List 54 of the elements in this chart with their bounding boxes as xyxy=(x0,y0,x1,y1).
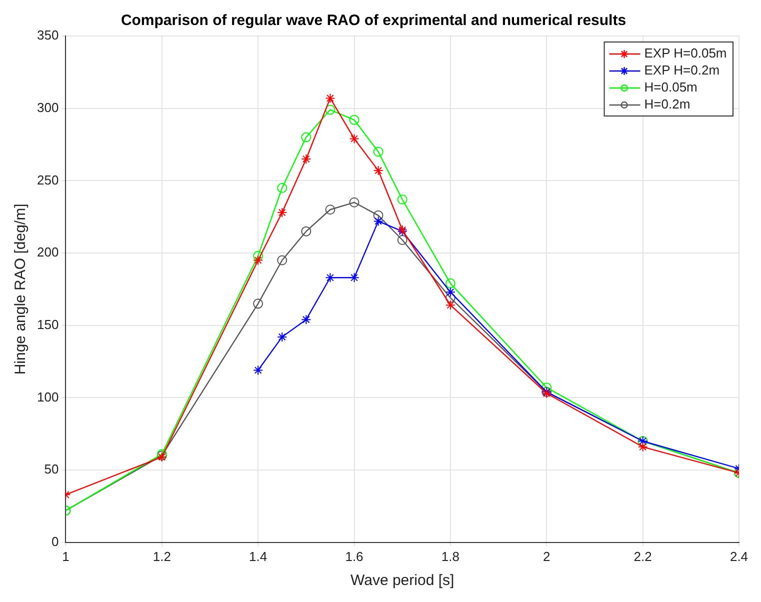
point xyxy=(253,255,264,266)
x-axis-title: Wave period [s] xyxy=(350,572,454,590)
point xyxy=(301,154,312,164)
point xyxy=(277,182,288,193)
legend-label: EXP H=0.05m xyxy=(644,46,727,61)
point xyxy=(397,194,408,204)
chart-title: Comparison of regular wave RAO of exprimental and numerical results xyxy=(120,12,626,30)
point xyxy=(373,166,384,176)
point xyxy=(445,300,456,310)
point xyxy=(277,255,288,266)
point xyxy=(325,104,336,115)
point xyxy=(325,93,336,104)
y-tick-label: 200 xyxy=(36,244,59,260)
point xyxy=(349,134,360,144)
legend-label: H=0.2m xyxy=(644,96,690,112)
point xyxy=(325,272,336,283)
point xyxy=(301,314,312,325)
y-tick-label: 250 xyxy=(36,172,59,188)
point xyxy=(277,332,288,342)
point xyxy=(301,226,312,236)
y-tick-label: 100 xyxy=(36,389,59,404)
y-tick-label: 50 xyxy=(44,462,59,477)
point xyxy=(253,298,264,309)
point xyxy=(253,250,264,261)
x-tick-label: 1.8 xyxy=(441,548,460,564)
point xyxy=(349,272,360,283)
point xyxy=(373,210,384,220)
x-tick-label: 2 xyxy=(543,548,550,564)
point xyxy=(253,365,264,376)
point xyxy=(301,132,312,142)
y-axis-title: Hinge angle RAO [deg/m] xyxy=(12,204,30,375)
point xyxy=(349,114,360,125)
point xyxy=(373,146,384,157)
y-tick-label: 350 xyxy=(36,28,59,43)
x-tick-label: 1 xyxy=(62,548,70,564)
x-tick-label: 1.6 xyxy=(345,548,364,564)
x-tick-label: 1.2 xyxy=(152,548,171,564)
y-tick-label: 0 xyxy=(51,534,59,549)
legend-label: H=0.05m xyxy=(644,80,698,95)
point xyxy=(349,197,360,208)
point xyxy=(277,208,288,218)
x-tick-label: 2.4 xyxy=(730,548,748,564)
legend-label: EXP H=0.2m xyxy=(644,62,720,78)
point xyxy=(445,278,456,288)
point xyxy=(638,442,648,452)
point xyxy=(373,216,384,226)
point xyxy=(397,235,408,246)
y-tick-label: 150 xyxy=(36,316,59,332)
x-tick-label: 2.2 xyxy=(634,548,652,564)
x-tick-label: 1.4 xyxy=(249,548,268,564)
point xyxy=(445,292,456,303)
point xyxy=(445,287,456,298)
point xyxy=(325,204,336,215)
y-tick-label: 300 xyxy=(36,100,59,115)
